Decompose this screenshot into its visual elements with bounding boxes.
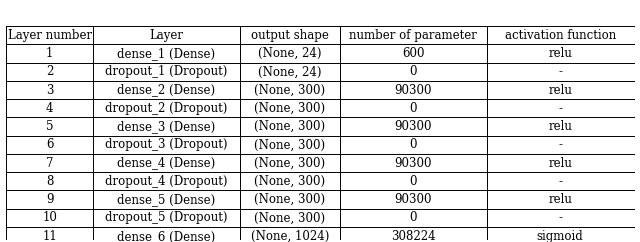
Text: 9: 9 <box>46 193 54 206</box>
Text: (None, 300): (None, 300) <box>255 120 326 133</box>
Text: dropout_5 (Dropout): dropout_5 (Dropout) <box>106 211 228 224</box>
Text: Layer: Layer <box>150 29 184 42</box>
Text: (None, 300): (None, 300) <box>255 102 326 115</box>
Text: 0: 0 <box>410 65 417 78</box>
Text: dense_4 (Dense): dense_4 (Dense) <box>117 157 216 170</box>
Text: dropout_3 (Dropout): dropout_3 (Dropout) <box>106 138 228 151</box>
Text: 90300: 90300 <box>395 120 432 133</box>
Text: 90300: 90300 <box>395 83 432 97</box>
Text: (None, 300): (None, 300) <box>255 175 326 188</box>
Text: dense_3 (Dense): dense_3 (Dense) <box>117 120 216 133</box>
Text: dense_2 (Dense): dense_2 (Dense) <box>118 83 216 97</box>
Text: 0: 0 <box>410 102 417 115</box>
Text: (None, 300): (None, 300) <box>255 193 326 206</box>
Text: relu: relu <box>548 157 572 170</box>
Text: relu: relu <box>548 120 572 133</box>
Text: 10: 10 <box>42 211 57 224</box>
Text: dense_1 (Dense): dense_1 (Dense) <box>118 47 216 60</box>
Text: 11: 11 <box>42 230 57 242</box>
Text: 3: 3 <box>46 83 54 97</box>
Text: (None, 300): (None, 300) <box>255 211 326 224</box>
Text: 4: 4 <box>46 102 54 115</box>
Text: relu: relu <box>548 47 572 60</box>
Text: dropout_2 (Dropout): dropout_2 (Dropout) <box>106 102 228 115</box>
Text: 0: 0 <box>410 138 417 151</box>
Text: (None, 24): (None, 24) <box>258 47 322 60</box>
Text: 600: 600 <box>402 47 425 60</box>
Text: 90300: 90300 <box>395 157 432 170</box>
Text: number of parameter: number of parameter <box>349 29 477 42</box>
Text: -: - <box>558 102 562 115</box>
Text: -: - <box>558 138 562 151</box>
Text: dropout_4 (Dropout): dropout_4 (Dropout) <box>106 175 228 188</box>
Text: 90300: 90300 <box>395 193 432 206</box>
Text: relu: relu <box>548 83 572 97</box>
Text: activation function: activation function <box>504 29 616 42</box>
Text: 6: 6 <box>46 138 54 151</box>
Text: -: - <box>558 175 562 188</box>
Text: -: - <box>558 211 562 224</box>
Text: -: - <box>558 65 562 78</box>
Text: (None, 24): (None, 24) <box>258 65 322 78</box>
Text: 1: 1 <box>46 47 54 60</box>
Text: (None, 300): (None, 300) <box>255 83 326 97</box>
Text: Layer number: Layer number <box>8 29 92 42</box>
Text: sigmoid: sigmoid <box>537 230 584 242</box>
Text: output shape: output shape <box>251 29 329 42</box>
Text: dropout_1 (Dropout): dropout_1 (Dropout) <box>106 65 228 78</box>
Text: (None, 1024): (None, 1024) <box>251 230 329 242</box>
Text: relu: relu <box>548 193 572 206</box>
Text: 0: 0 <box>410 175 417 188</box>
Text: dense_5 (Dense): dense_5 (Dense) <box>117 193 216 206</box>
Text: 0: 0 <box>410 211 417 224</box>
Text: dense_6 (Dense): dense_6 (Dense) <box>117 230 216 242</box>
Text: 7: 7 <box>46 157 54 170</box>
Text: (None, 300): (None, 300) <box>255 157 326 170</box>
Text: 8: 8 <box>46 175 54 188</box>
Text: (None, 300): (None, 300) <box>255 138 326 151</box>
Text: 308224: 308224 <box>391 230 436 242</box>
Text: 2: 2 <box>46 65 54 78</box>
Text: 5: 5 <box>46 120 54 133</box>
